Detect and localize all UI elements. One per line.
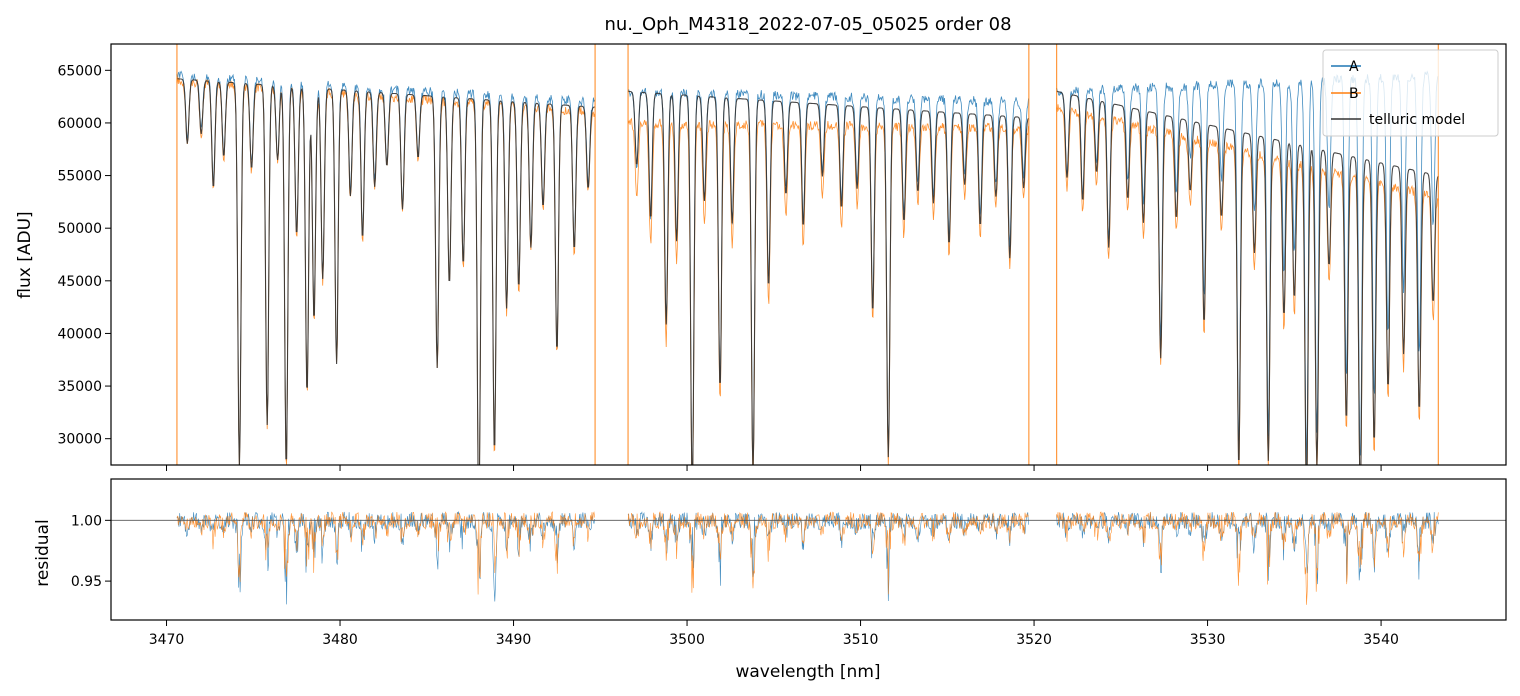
- flux-y-tick-label-7: 65000: [57, 63, 102, 79]
- legend-label-telluric: telluric model: [1369, 112, 1465, 128]
- flux-y-tick-label-1: 35000: [57, 379, 102, 395]
- legend-label-a: A: [1349, 59, 1359, 75]
- legend: A B telluric model: [1322, 49, 1499, 137]
- flux-y-tick-label-6: 60000: [57, 116, 102, 132]
- residual-x-ticks: 3470 3480 3490 3500 3510 3520 3530 3540: [149, 620, 1399, 648]
- residual-b-segment-2: [1056, 511, 1439, 605]
- residual-y-tick-label-0: 0.95: [71, 574, 102, 590]
- series-b-segment-2: [1056, 104, 1439, 465]
- telluric-model-segment-0: [176, 78, 595, 465]
- x-tick-label-7: 3540: [1363, 632, 1399, 648]
- residual-b-segment-1: [627, 511, 1029, 595]
- residual-y-ticks: 0.95 1.00: [71, 513, 111, 590]
- telluric-model-segment-2: [1056, 90, 1439, 465]
- x-axis-label: wavelength [nm]: [735, 662, 880, 682]
- residual-y-axis-label: residual: [33, 519, 53, 586]
- legend-label-b: B: [1349, 86, 1359, 102]
- residual-y-tick-label-1: 1.00: [71, 513, 102, 529]
- x-tick-label-3: 3500: [669, 632, 705, 648]
- series-a-segment-2: [1056, 70, 1439, 465]
- residual-plot-area: [111, 510, 1506, 605]
- flux-y-axis-label: flux [ADU]: [15, 211, 35, 298]
- x-tick-label-2: 3490: [496, 632, 532, 648]
- series-b-segment-1: [627, 117, 1029, 465]
- flux-y-tick-label-0: 30000: [57, 432, 102, 448]
- flux-y-ticks: 30000 35000 40000 45000 50000 55000 60000 65000: [57, 63, 111, 448]
- flux-axes-frame: [110, 43, 1507, 466]
- telluric-model-segment-1: [628, 90, 1029, 465]
- flux-plot-area: [176, 44, 1439, 465]
- x-tick-label-1: 3480: [322, 632, 358, 648]
- flux-panel: 30000 35000 40000 45000 50000 55000 60000 65000…: [15, 43, 1507, 471]
- x-tick-label-4: 3510: [843, 632, 879, 648]
- chart-title: nu._Oph_M4318_2022-07-05_05025 order 08: [604, 14, 1011, 35]
- flux-y-tick-label-4: 50000: [57, 221, 102, 237]
- residual-axes-frame: [110, 478, 1507, 621]
- residual-b-segment-0: [176, 511, 595, 595]
- x-tick-label-0: 3470: [149, 632, 185, 648]
- flux-x-ticks: [166, 465, 1382, 471]
- flux-y-tick-label-5: 55000: [57, 169, 102, 185]
- residual-panel: 0.95 1.00 3470 3480 3490 3500 3510 3520 3530 354…: [33, 478, 1507, 682]
- flux-y-tick-label-2: 40000: [57, 326, 102, 342]
- legend-frame: [1322, 49, 1499, 137]
- x-tick-label-5: 3520: [1016, 632, 1052, 648]
- x-tick-label-6: 3530: [1190, 632, 1226, 648]
- flux-y-tick-label-3: 45000: [57, 274, 102, 290]
